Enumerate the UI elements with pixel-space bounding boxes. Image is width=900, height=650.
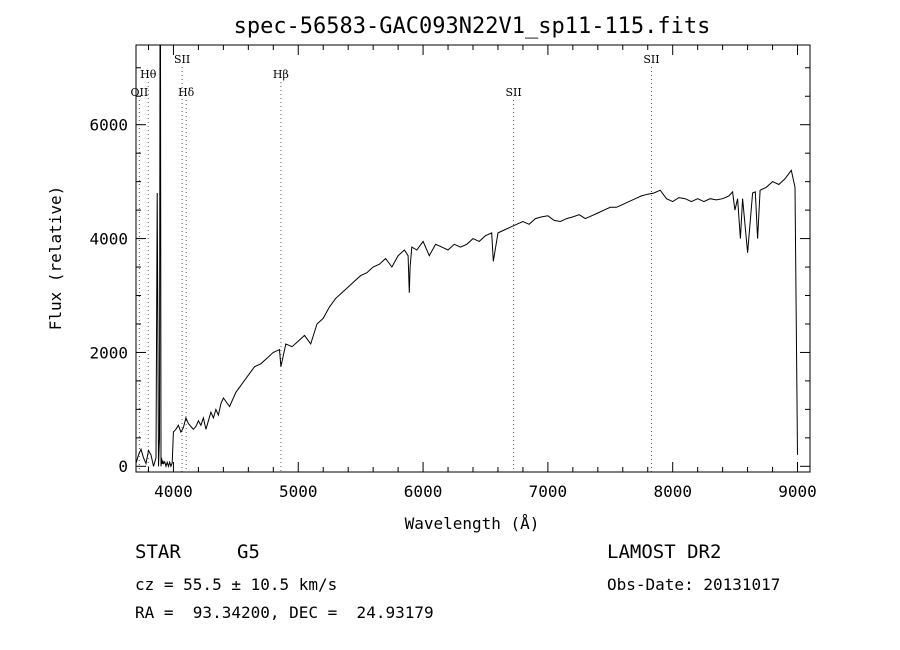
y-tick-labels: 0 2000 4000 6000 — [89, 116, 128, 476]
x-tick-label: 5000 — [279, 482, 318, 501]
x-tick-label: 9000 — [778, 482, 817, 501]
y-axis-label: Flux (relative) — [46, 186, 65, 331]
spectral-line-label: Hβ — [273, 68, 289, 81]
coordinates-readout: RA = 93.34200, DEC = 24.93179 — [135, 603, 434, 622]
chart-title: spec-56583-GAC093N22V1_sp11-115.fits — [234, 14, 711, 39]
y-tick-label: 2000 — [89, 343, 128, 362]
redshift-readout: cz = 55.5 ± 10.5 km/s — [135, 575, 338, 594]
spectral-line-label: SII — [643, 53, 659, 66]
x-axis-label: Wavelength (Å) — [405, 514, 540, 533]
x-tick-label: 6000 — [404, 482, 443, 501]
spectral-line-label: Hθ — [140, 68, 157, 81]
spectral-subclass: G5 — [237, 541, 260, 563]
object-type: STAR — [135, 541, 181, 563]
x-tick-label: 8000 — [653, 482, 692, 501]
axis-ticks — [136, 45, 810, 472]
spectral-line-label: SII — [174, 53, 190, 66]
observation-date: Obs-Date: 20131017 — [607, 575, 781, 594]
spectrum-series-line — [135, 44, 798, 469]
survey-name: LAMOST DR2 — [607, 541, 722, 563]
x-tick-label: 7000 — [529, 482, 568, 501]
y-tick-label: 4000 — [89, 230, 128, 249]
x-tick-labels: 4000 5000 6000 7000 8000 9000 — [154, 482, 817, 501]
spectral-line-label: OII — [131, 86, 149, 99]
y-tick-label: 6000 — [89, 116, 128, 135]
plot-frame — [135, 44, 811, 473]
y-tick-label: 0 — [118, 457, 128, 476]
spectral-line-label: SII — [505, 86, 521, 99]
x-tick-label: 4000 — [154, 482, 193, 501]
spectral-line-markers: OII Hθ SII Hδ Hβ SII SII — [131, 53, 660, 472]
spectral-line-label: Hδ — [178, 86, 195, 99]
